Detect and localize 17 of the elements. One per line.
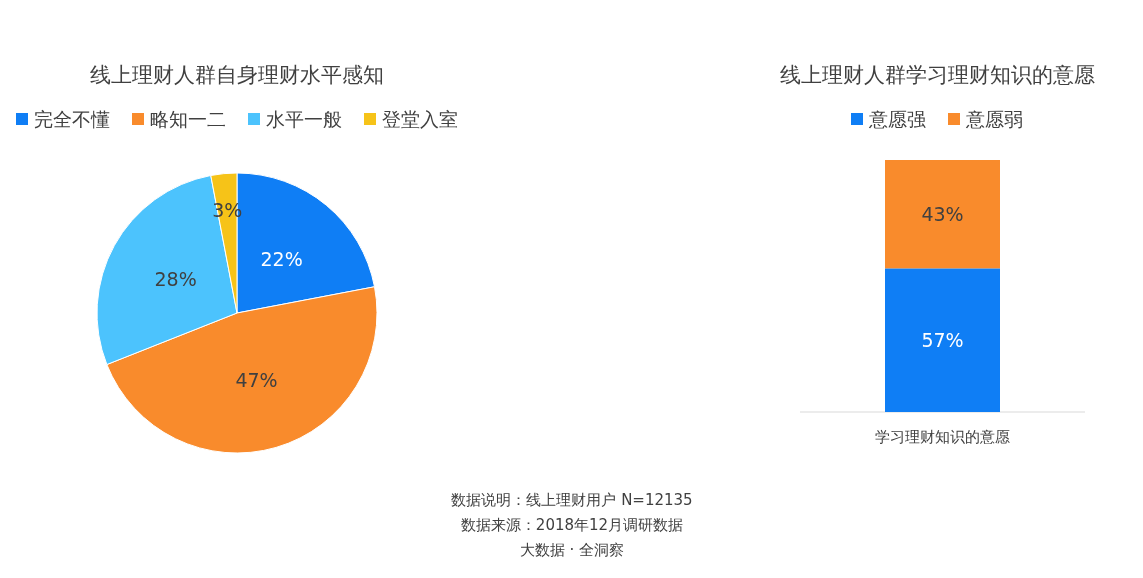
legend-label: 意愿弱: [965, 108, 1023, 130]
text: 大数据 · 全洞察: [519, 541, 625, 559]
data-label: 22%: [260, 248, 303, 271]
x-tick-label: 学习理财知识的意愿: [875, 428, 1010, 446]
data-label: 28%: [154, 268, 197, 291]
chart-title: 线上理财人群学习理财知识的意愿: [779, 63, 1095, 87]
legend-label: 登堂入室: [382, 108, 458, 130]
data-label: 43%: [921, 203, 964, 226]
text: 数据说明：线上理财用户 N=12135: [451, 491, 693, 509]
legend-label: 水平一般: [266, 108, 342, 130]
data-label: 57%: [921, 329, 964, 352]
data-label: 47%: [235, 369, 278, 392]
legend-label: 完全不懂: [34, 108, 110, 130]
chart-title: 线上理财人群自身理财水平感知: [90, 63, 384, 87]
source-note: 数据来源：2018年12月调研数据: [460, 516, 684, 534]
legend-label: 略知一二: [150, 108, 226, 130]
legend-label: 意愿强: [868, 108, 926, 130]
